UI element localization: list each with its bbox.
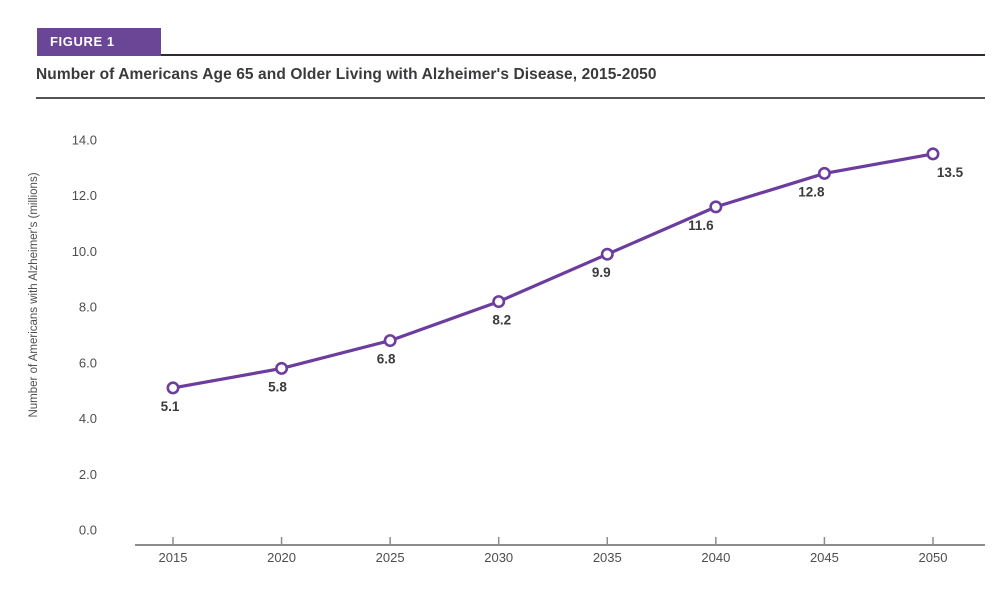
data-point-marker (600, 247, 614, 261)
y-axis-tick-label: 2.0 (79, 467, 97, 482)
data-point-marker (926, 147, 940, 161)
data-point-label: 5.8 (268, 379, 287, 394)
data-point-marker (709, 200, 723, 214)
data-point-marker (817, 166, 831, 180)
data-point-label: 8.2 (492, 313, 511, 328)
data-point-labels: 5.1 5.8 6.8 8.2 9.9 11.6 12.8 13.5 (161, 165, 964, 414)
figure-badge: FIGURE 1 (37, 28, 161, 56)
y-axis-tick-label: 8.0 (79, 300, 97, 315)
data-point-label: 13.5 (937, 165, 964, 180)
chart-title: Number of Americans Age 65 and Older Liv… (36, 66, 657, 83)
x-axis-tick-label: 2025 (376, 550, 405, 565)
series-line (171, 152, 935, 390)
y-axis-title: Number of Americans with Alzheimer's (mi… (28, 172, 40, 417)
y-axis-tick-label: 6.0 (79, 355, 97, 370)
y-axis: 0.0 2.0 4.0 6.0 8.0 10.0 12.0 14.0 Number of Ame… (28, 133, 97, 538)
data-point-label: 11.6 (688, 218, 714, 233)
y-axis-tick-label: 0.0 (79, 523, 97, 538)
y-axis-tick-label: 14.0 (72, 133, 97, 148)
data-point-marker (166, 381, 180, 395)
top-rule-divider (37, 54, 985, 56)
line-chart: 0.0 2.0 4.0 6.0 8.0 10.0 12.0 14.0 Number of Ame… (28, 133, 985, 565)
data-point-label: 12.8 (798, 184, 825, 199)
data-point-marker (492, 295, 506, 309)
data-point-marker (275, 361, 289, 375)
data-point-markers (166, 147, 940, 395)
y-axis-tick-label: 4.0 (79, 411, 97, 426)
x-axis-tick-label: 2035 (593, 550, 622, 565)
data-point-label: 9.9 (592, 265, 611, 280)
x-axis-tick-label: 2030 (484, 550, 513, 565)
x-axis: 2015 2020 2025 2030 2035 2040 2045 2050 (135, 537, 985, 565)
x-axis-tick-label: 2045 (810, 550, 839, 565)
x-axis-tick-label: 2040 (701, 550, 730, 565)
title-rule-divider (36, 97, 985, 99)
y-axis-tick-label: 12.0 (72, 188, 97, 203)
trend-line (171, 152, 935, 390)
x-axis-tick-label: 2050 (919, 550, 948, 565)
data-point-marker (383, 334, 397, 348)
x-axis-tick-label: 2015 (159, 550, 188, 565)
x-axis-tick-label: 2020 (267, 550, 296, 565)
data-point-label: 5.1 (161, 399, 180, 414)
data-point-label: 6.8 (377, 352, 396, 367)
y-axis-tick-label: 10.0 (72, 244, 97, 259)
